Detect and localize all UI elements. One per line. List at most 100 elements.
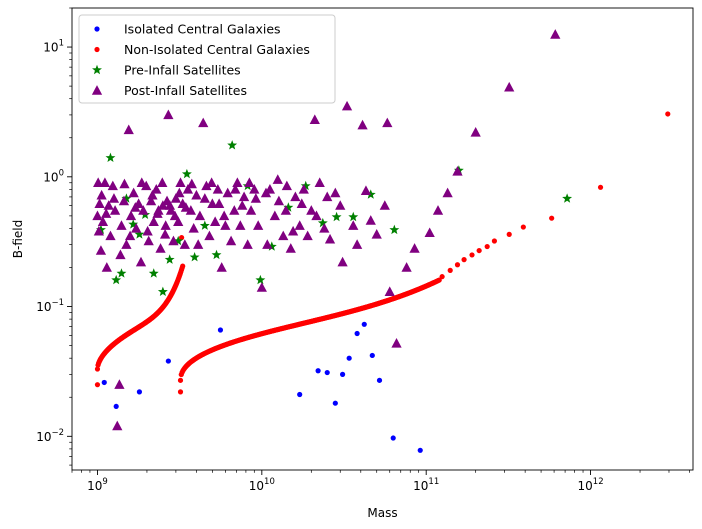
legend-item: Isolated Central Galaxies xyxy=(94,22,281,37)
data-point xyxy=(470,126,481,137)
data-point xyxy=(116,220,127,230)
data-point xyxy=(121,239,132,249)
data-point xyxy=(369,352,375,359)
data-point xyxy=(173,216,184,227)
data-point xyxy=(186,178,197,189)
data-point xyxy=(260,187,272,198)
plot-marks xyxy=(92,29,671,453)
data-point xyxy=(177,377,184,383)
data-point xyxy=(163,109,174,120)
data-point xyxy=(157,200,168,210)
data-point xyxy=(351,239,363,249)
plot-area-frame xyxy=(71,7,694,471)
data-point xyxy=(214,198,225,208)
data-point xyxy=(273,195,285,206)
data-point xyxy=(339,371,346,377)
data-point xyxy=(348,220,359,230)
data-point xyxy=(107,180,118,191)
data-point xyxy=(442,187,453,198)
data-point xyxy=(232,177,243,187)
data-point xyxy=(130,202,141,212)
series-1 xyxy=(101,321,423,453)
y-tick-label: 10−1 xyxy=(36,298,64,314)
data-point xyxy=(229,205,240,215)
data-point xyxy=(452,166,463,176)
data-point xyxy=(170,193,182,203)
data-point xyxy=(436,277,442,283)
data-point xyxy=(164,254,175,264)
data-point xyxy=(256,282,267,292)
data-point xyxy=(109,205,121,215)
data-point xyxy=(520,224,526,230)
data-point xyxy=(315,368,321,374)
data-point xyxy=(124,230,136,241)
x-axis-label: Mass xyxy=(367,506,397,520)
data-point xyxy=(155,243,166,253)
data-point xyxy=(244,177,255,187)
data-point xyxy=(135,256,147,267)
data-point xyxy=(476,247,482,254)
data-point xyxy=(101,208,112,218)
data-point xyxy=(319,223,330,233)
data-point xyxy=(116,268,127,278)
data-point xyxy=(148,216,159,227)
data-point xyxy=(175,177,186,187)
data-point xyxy=(354,330,360,337)
data-point xyxy=(136,177,147,187)
data-point xyxy=(199,220,210,230)
data-point xyxy=(281,180,292,191)
data-point xyxy=(210,216,221,227)
data-point xyxy=(335,200,346,210)
data-point xyxy=(179,239,190,249)
data-point xyxy=(237,200,248,210)
data-point xyxy=(123,124,134,135)
data-point xyxy=(188,223,199,233)
series-3 xyxy=(96,140,573,296)
data-point xyxy=(207,198,218,208)
data-point xyxy=(439,274,445,280)
data-point xyxy=(280,205,291,215)
data-point xyxy=(121,193,132,203)
data-point xyxy=(227,140,238,150)
data-point xyxy=(92,210,103,221)
data-point xyxy=(401,262,412,272)
data-point xyxy=(266,241,277,251)
data-point xyxy=(180,202,191,212)
data-point xyxy=(138,205,149,215)
data-point xyxy=(165,205,177,215)
data-point xyxy=(143,235,154,246)
data-point xyxy=(114,379,125,389)
data-point xyxy=(424,227,435,238)
data-point xyxy=(245,205,257,215)
data-point xyxy=(136,389,143,395)
data-point xyxy=(174,187,185,198)
data-point xyxy=(128,219,139,229)
data-point xyxy=(306,205,317,215)
series-2 xyxy=(94,111,671,395)
legend-marker xyxy=(92,64,102,75)
data-point xyxy=(212,183,223,194)
data-point xyxy=(157,177,168,187)
data-point xyxy=(93,177,104,187)
legend-box xyxy=(78,14,336,104)
data-point xyxy=(99,177,111,187)
data-point xyxy=(348,211,359,222)
data-point xyxy=(357,119,368,130)
legend-item: Non-Isolated Central Galaxies xyxy=(94,42,310,57)
data-point xyxy=(376,377,383,383)
data-point xyxy=(283,202,294,212)
data-point xyxy=(296,198,307,208)
data-point xyxy=(597,184,604,190)
data-point xyxy=(94,382,101,388)
legend-marker xyxy=(94,46,100,53)
data-point xyxy=(324,233,336,244)
data-point xyxy=(211,249,222,260)
data-point xyxy=(391,338,402,348)
data-point xyxy=(409,243,420,253)
data-point xyxy=(360,185,372,196)
data-point xyxy=(255,274,266,285)
data-point xyxy=(118,195,130,206)
data-point xyxy=(103,200,114,210)
data-point xyxy=(294,220,305,230)
